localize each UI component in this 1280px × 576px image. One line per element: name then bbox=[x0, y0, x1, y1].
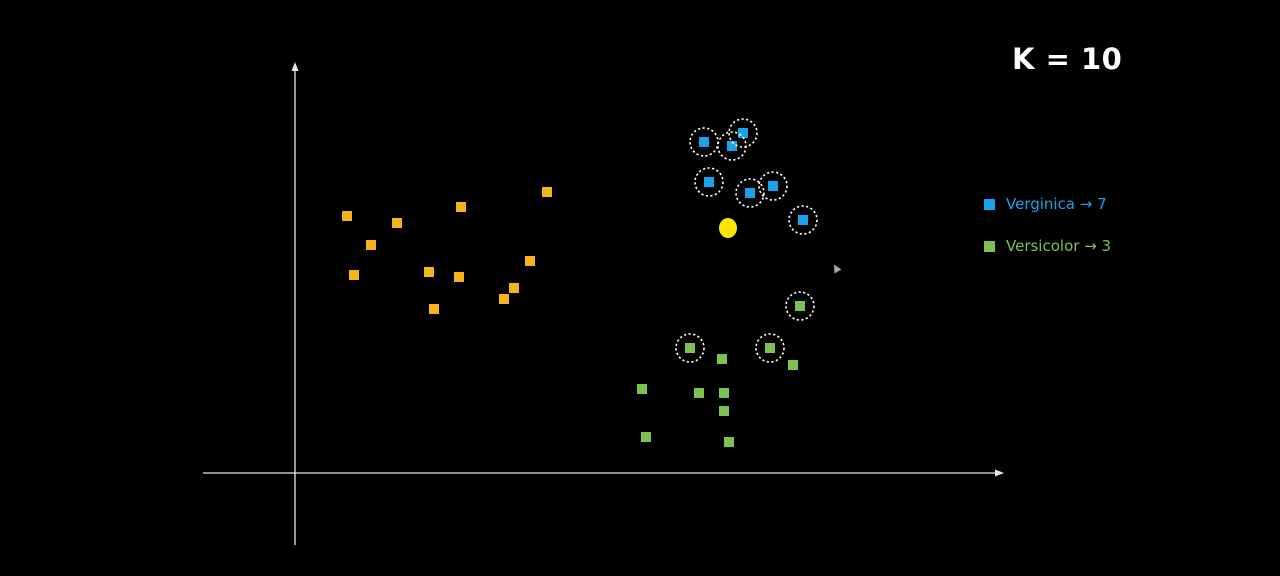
verginica-point-7 bbox=[798, 215, 808, 225]
setosa-point-4 bbox=[392, 218, 402, 228]
query-point-layer bbox=[719, 218, 737, 238]
verginica-point-6 bbox=[768, 181, 778, 191]
verginica-point-3 bbox=[738, 128, 748, 138]
verginica-neighbor-ring-3 bbox=[728, 118, 758, 148]
setosa-point-3 bbox=[349, 270, 359, 280]
verginica-point-1 bbox=[699, 137, 709, 147]
versicolor-point-3 bbox=[765, 343, 775, 353]
setosa-point-5 bbox=[424, 267, 434, 277]
versicolor-point-1 bbox=[795, 301, 805, 311]
setosa-point-10 bbox=[509, 283, 519, 293]
setosa-point-1 bbox=[342, 211, 352, 221]
data-points bbox=[342, 128, 808, 447]
verginica-point-5 bbox=[745, 188, 755, 198]
legend-label-verginica: Verginica → 7 bbox=[1006, 195, 1107, 213]
setosa-point-2 bbox=[366, 240, 376, 250]
verginica-neighbor-ring-4 bbox=[694, 167, 724, 197]
neighbor-rings bbox=[675, 118, 818, 363]
versicolor-neighbor-ring-2 bbox=[675, 333, 705, 363]
versicolor-point-4 bbox=[717, 354, 727, 364]
versicolor-point-5 bbox=[788, 360, 798, 370]
setosa-point-9 bbox=[499, 294, 509, 304]
legend-item-versicolor: Versicolor → 3 bbox=[984, 236, 1111, 256]
k-value-label: K = 10 bbox=[1012, 42, 1123, 76]
versicolor-point-6 bbox=[637, 384, 647, 394]
versicolor-point-9 bbox=[719, 406, 729, 416]
versicolor-point-7 bbox=[694, 388, 704, 398]
versicolor-neighbor-ring-1 bbox=[785, 291, 815, 321]
legend: Verginica → 7 Versicolor → 3 bbox=[984, 194, 1111, 278]
verginica-neighbor-ring-5 bbox=[735, 178, 765, 208]
versicolor-point-8 bbox=[719, 388, 729, 398]
verginica-point-4 bbox=[704, 177, 714, 187]
verginica-point-2 bbox=[727, 141, 737, 151]
versicolor-neighbor-ring-3 bbox=[755, 333, 785, 363]
setosa-point-6 bbox=[429, 304, 439, 314]
versicolor-swatch bbox=[984, 240, 995, 252]
x-axis-arrow-icon bbox=[995, 469, 1004, 477]
setosa-point-12 bbox=[542, 187, 552, 197]
setosa-point-7 bbox=[456, 202, 466, 212]
query-point bbox=[719, 218, 737, 238]
versicolor-point-2 bbox=[685, 343, 695, 353]
legend-label-versicolor: Versicolor → 3 bbox=[1006, 237, 1112, 255]
legend-item-verginica: Verginica → 7 bbox=[984, 194, 1111, 214]
y-axis-arrow-icon bbox=[291, 62, 299, 71]
verginica-neighbor-ring-6 bbox=[758, 171, 788, 201]
versicolor-point-11 bbox=[724, 437, 734, 447]
verginica-swatch bbox=[984, 198, 995, 210]
verginica-neighbor-ring-7 bbox=[788, 205, 818, 235]
axes bbox=[203, 62, 1004, 545]
versicolor-point-10 bbox=[641, 432, 651, 442]
setosa-point-11 bbox=[525, 256, 535, 266]
setosa-point-8 bbox=[454, 272, 464, 282]
